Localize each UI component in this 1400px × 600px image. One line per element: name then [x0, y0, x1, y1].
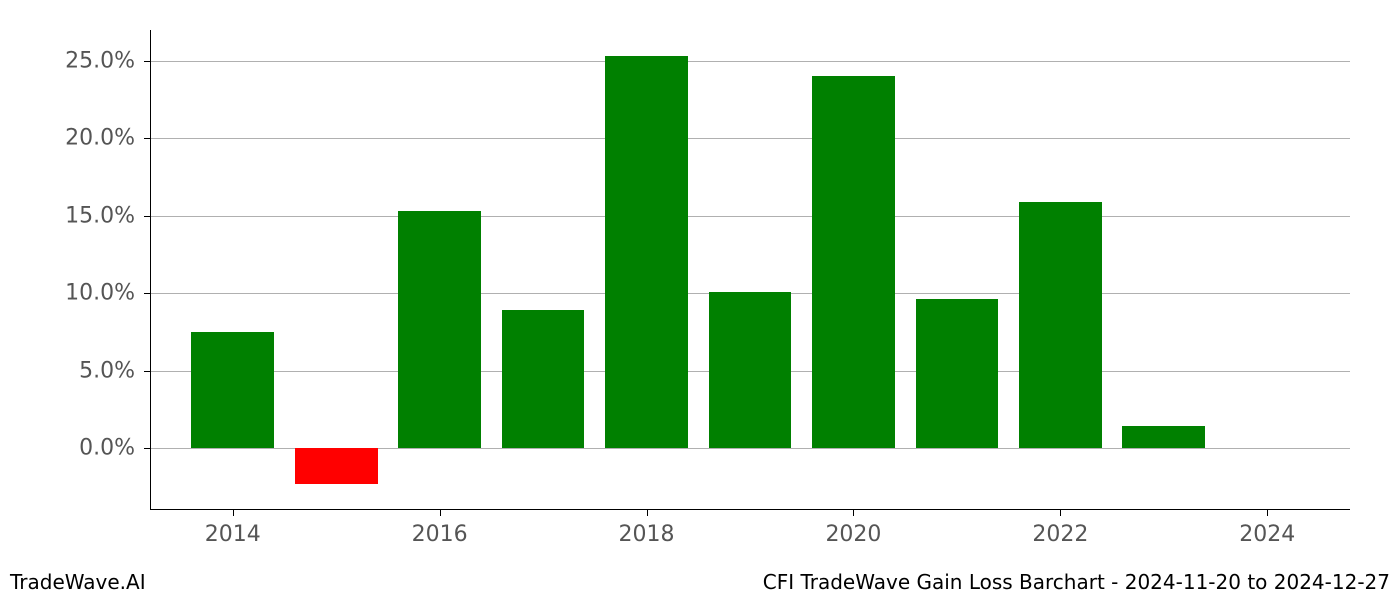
chart-bar [191, 332, 274, 448]
chart-bar [812, 76, 895, 448]
xtick-label: 2018 [619, 522, 675, 547]
xtick-mark [440, 510, 441, 516]
xtick-mark [853, 510, 854, 516]
xtick-label: 2016 [412, 522, 468, 547]
gridline [151, 216, 1350, 217]
xtick-label: 2022 [1032, 522, 1088, 547]
xtick-mark [1060, 510, 1061, 516]
ytick-label: 25.0% [0, 48, 135, 73]
chart-bar [916, 299, 999, 448]
chart-bar [1019, 202, 1102, 448]
xtick-label: 2020 [825, 522, 881, 547]
ytick-label: 20.0% [0, 126, 135, 151]
chart-bar [502, 310, 585, 448]
y-axis-line [150, 30, 151, 510]
xtick-label: 2024 [1239, 522, 1295, 547]
footer-right-label: CFI TradeWave Gain Loss Barchart - 2024-… [763, 570, 1390, 594]
xtick-mark [1267, 510, 1268, 516]
chart-bar [295, 448, 378, 484]
ytick-label: 15.0% [0, 203, 135, 228]
x-axis-line [150, 509, 1350, 510]
chart-bar [398, 211, 481, 448]
ytick-label: 0.0% [0, 436, 135, 461]
gridline [151, 61, 1350, 62]
footer-left-label: TradeWave.AI [10, 570, 146, 594]
ytick-label: 10.0% [0, 281, 135, 306]
ytick-label: 5.0% [0, 358, 135, 383]
chart-bar [709, 292, 792, 448]
xtick-mark [233, 510, 234, 516]
gridline [151, 138, 1350, 139]
xtick-mark [647, 510, 648, 516]
chart-bar [1122, 426, 1205, 448]
xtick-label: 2014 [205, 522, 261, 547]
chart-bar [605, 56, 688, 448]
chart-container: 0.0% 5.0% 10.0% 15.0% 20.0% 25.0% 2014 2016 201… [0, 0, 1400, 600]
